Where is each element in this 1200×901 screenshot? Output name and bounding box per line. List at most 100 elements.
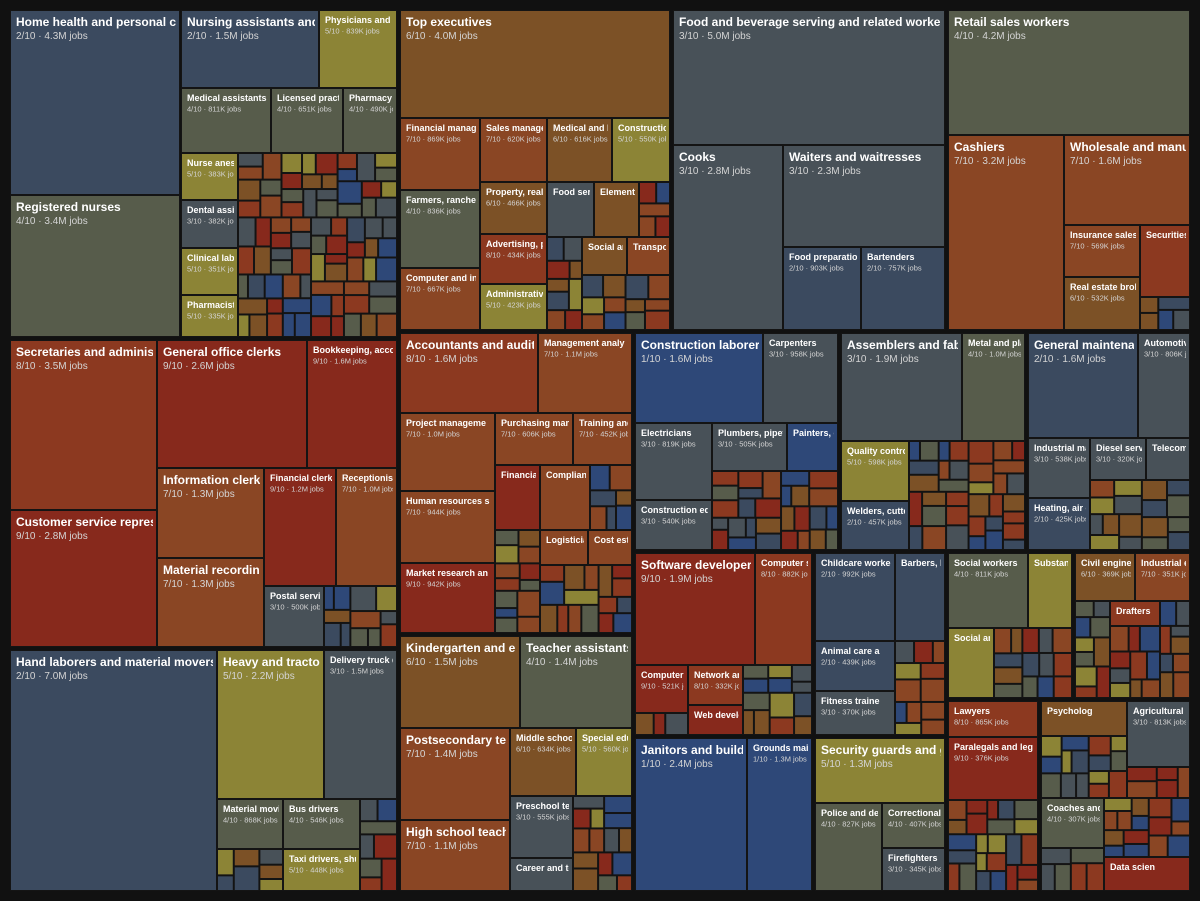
tile-label: Training and 7/10 · 452K jobs bbox=[579, 418, 634, 439]
tile bbox=[480, 284, 547, 330]
tile bbox=[400, 728, 510, 820]
tile-name: Social an bbox=[588, 242, 628, 252]
tile bbox=[573, 808, 591, 829]
tile bbox=[1170, 636, 1190, 654]
tile bbox=[217, 849, 234, 876]
tile-label: High school teacher 7/10 · 1.1M jobs bbox=[406, 825, 506, 852]
tile-label: Nurse anesti 5/10 · 383K jobs bbox=[187, 158, 234, 179]
tile bbox=[336, 468, 397, 586]
tile bbox=[612, 118, 670, 182]
tile-detail: 2/10 · 757K jobs bbox=[867, 264, 922, 273]
tile-label: Pharmacists 5/10 · 335K jobs bbox=[187, 300, 241, 321]
tile-detail: 7/10 · 569K jobs bbox=[1070, 242, 1125, 251]
tile bbox=[627, 237, 670, 275]
tile bbox=[590, 465, 610, 491]
tile-label: Clinical labo 5/10 · 351K jobs bbox=[187, 253, 234, 274]
tile bbox=[518, 546, 540, 564]
tile bbox=[360, 799, 378, 822]
tile-name: Logisticians bbox=[546, 535, 599, 545]
tile bbox=[993, 460, 1026, 474]
tile-name: General office clerks bbox=[163, 345, 281, 359]
tile bbox=[948, 819, 967, 835]
tile-detail: 3/10 · 1.9M jobs bbox=[847, 354, 919, 365]
tile bbox=[510, 728, 576, 796]
tile bbox=[882, 803, 945, 848]
tile-name: Social workers bbox=[954, 558, 1018, 568]
tile bbox=[909, 441, 920, 461]
tile bbox=[815, 641, 895, 691]
tile bbox=[364, 238, 379, 258]
tile-label: Medical and he 6/10 · 616K jobs bbox=[553, 123, 608, 144]
tile-name: Complian bbox=[546, 470, 587, 480]
tile-name: Nursing assistants and o bbox=[187, 15, 330, 29]
tile bbox=[340, 622, 351, 648]
tile-detail: 4/10 · 1.0M jobs bbox=[968, 350, 1022, 359]
tile bbox=[10, 510, 157, 647]
tile-name: Construction equ bbox=[641, 505, 716, 515]
tile bbox=[400, 636, 520, 728]
tile bbox=[809, 506, 827, 530]
tile-name: Secretaries and administra bbox=[16, 345, 170, 359]
tile bbox=[635, 500, 712, 550]
tile bbox=[815, 553, 895, 641]
tile bbox=[994, 683, 1023, 699]
tile bbox=[1177, 767, 1191, 798]
tile bbox=[249, 314, 268, 337]
tile bbox=[1075, 601, 1094, 618]
tile-detail: 7/10 · 3.2M jobs bbox=[954, 156, 1026, 167]
tile bbox=[1006, 864, 1018, 892]
tile bbox=[302, 174, 322, 190]
tile-label: Heavy and tractor-t 5/10 · 2.2M jobs bbox=[223, 655, 320, 682]
tile-label: Information clerks 7/10 · 1.3M jobs bbox=[163, 473, 260, 500]
tile bbox=[743, 665, 769, 679]
tile bbox=[604, 796, 632, 814]
tile bbox=[604, 828, 620, 853]
tile bbox=[590, 506, 607, 531]
tile-detail: 5/10 · 550K jobs bbox=[618, 135, 673, 144]
tile bbox=[987, 800, 999, 820]
tile bbox=[938, 441, 950, 461]
tile-label: Transport bbox=[633, 242, 666, 252]
tile-name: Food preparation w bbox=[789, 252, 874, 262]
tile bbox=[1158, 309, 1174, 330]
tile bbox=[619, 828, 633, 853]
tile bbox=[300, 274, 312, 299]
tile-name: Pharmacists bbox=[187, 300, 241, 310]
tile bbox=[343, 281, 370, 296]
tile-name: Substanc bbox=[1034, 558, 1075, 568]
tile-name: Drafters bbox=[1116, 606, 1151, 616]
tile-detail: 6/10 · 634K jobs bbox=[516, 745, 571, 754]
tile-name: Psycholog bbox=[1047, 706, 1093, 716]
tile-name: Physicians and su bbox=[325, 15, 404, 25]
tile bbox=[1127, 701, 1190, 767]
tile bbox=[326, 235, 348, 255]
tile-label: Preschool tea 3/10 · 555K jobs bbox=[516, 801, 569, 822]
tile-label: Logisticians bbox=[546, 535, 599, 545]
tile-name: Carpenters bbox=[769, 338, 817, 348]
tile bbox=[377, 799, 398, 822]
tile-detail: 7/10 · 452K jobs bbox=[579, 430, 634, 439]
tile bbox=[181, 88, 271, 153]
tile bbox=[1148, 835, 1168, 858]
tile bbox=[381, 181, 398, 198]
tile bbox=[238, 153, 263, 167]
tile bbox=[728, 537, 756, 551]
tile bbox=[648, 275, 670, 300]
tile bbox=[324, 622, 341, 648]
tile-label: Medical assistants 4/10 · 811K jobs bbox=[187, 93, 267, 114]
tile bbox=[948, 834, 977, 851]
tile bbox=[260, 195, 282, 218]
tile bbox=[1012, 441, 1025, 461]
tile-detail: 9/10 · 942K jobs bbox=[406, 580, 461, 589]
tile-detail: 2/10 · 439K jobs bbox=[821, 658, 876, 667]
tile bbox=[985, 516, 1003, 531]
tile bbox=[1127, 781, 1157, 798]
tile-detail: 8/10 · 3.5M jobs bbox=[16, 361, 88, 372]
tile-name: Insurance sales a bbox=[1070, 230, 1146, 240]
tile-detail: 6/10 · 369K jobs bbox=[1081, 570, 1136, 579]
tile bbox=[987, 819, 1015, 835]
tile bbox=[324, 586, 334, 610]
tile bbox=[909, 526, 923, 550]
tile bbox=[1110, 601, 1160, 626]
